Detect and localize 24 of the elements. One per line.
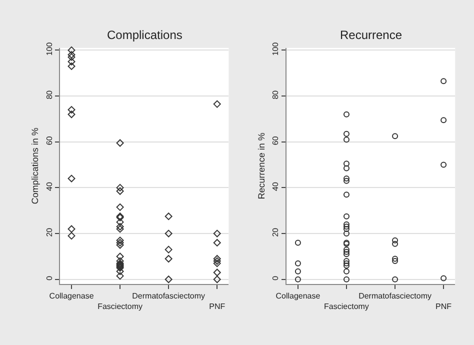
y-tick-label: 60 bbox=[44, 136, 54, 146]
chart-title: Recurrence bbox=[340, 28, 402, 42]
y-axis-title: Recurrence in % bbox=[256, 132, 267, 200]
chart-title: Complications bbox=[107, 28, 182, 42]
y-tick-label: 100 bbox=[44, 42, 54, 56]
y-tick-label: 20 bbox=[44, 227, 54, 237]
x-tick-label: Collagenase bbox=[276, 292, 321, 301]
y-tick-label: 40 bbox=[44, 182, 54, 191]
x-tick-label: Collagenase bbox=[49, 292, 94, 301]
y-tick-label: 40 bbox=[271, 182, 280, 191]
y-tick-label: 0 bbox=[44, 275, 54, 280]
x-tick-label: Dermatofasciectomy bbox=[358, 292, 432, 301]
y-tick-label: 20 bbox=[271, 227, 280, 237]
x-tick-label: Fasciectomy bbox=[98, 302, 143, 311]
y-tick-label: 80 bbox=[271, 90, 280, 100]
y-tick-label: 60 bbox=[271, 136, 280, 146]
y-axis-title: Complications in % bbox=[30, 128, 40, 204]
x-tick-label: PNF bbox=[436, 302, 452, 311]
y-tick-label: 0 bbox=[271, 275, 280, 280]
y-tick-label: 80 bbox=[44, 90, 54, 100]
y-tick-label: 100 bbox=[271, 42, 280, 56]
x-tick-label: Fasciectomy bbox=[324, 302, 369, 311]
x-tick-label: PNF bbox=[209, 302, 226, 311]
x-tick-label: Dermatofasciectomy bbox=[132, 292, 206, 301]
